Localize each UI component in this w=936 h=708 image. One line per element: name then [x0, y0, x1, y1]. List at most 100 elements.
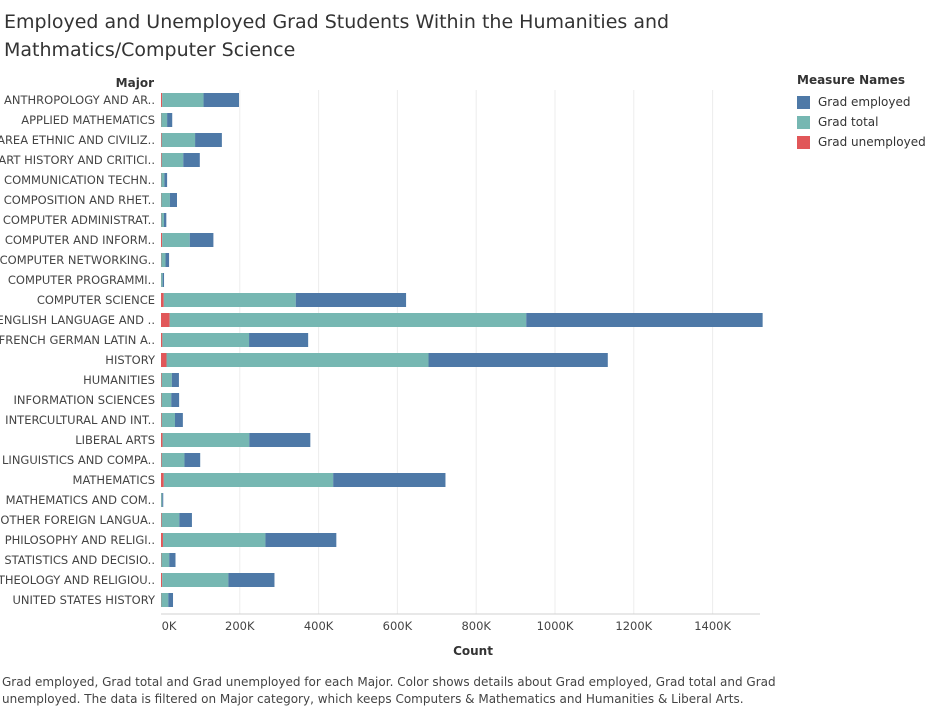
bar-grad-employed[interactable] [428, 353, 608, 367]
bar-grad-unemployed[interactable] [161, 293, 164, 307]
bar-grad-unemployed[interactable] [161, 153, 162, 167]
bar-grad-unemployed[interactable] [161, 353, 167, 367]
bar-grad-total[interactable] [163, 293, 296, 307]
bar-grad-employed[interactable] [179, 513, 192, 527]
bar-grad-total[interactable] [162, 573, 229, 587]
category-label: ANTHROPOLOGY AND AR.. [4, 93, 155, 107]
bar-grad-total[interactable] [161, 513, 180, 527]
bar-grad-employed[interactable] [169, 553, 176, 567]
bar-grad-unemployed[interactable] [161, 533, 163, 547]
bar-grad-employed[interactable] [165, 253, 170, 267]
bar-grad-total[interactable] [161, 453, 185, 467]
x-tick-label: 800K [461, 619, 491, 633]
bar-grad-employed[interactable] [162, 273, 165, 287]
legend: Measure Names Grad employed Grad total G… [797, 73, 926, 152]
category-label: COMPUTER NETWORKING.. [0, 253, 155, 267]
bar-grad-total[interactable] [161, 113, 168, 127]
bar-grad-total[interactable] [161, 373, 172, 387]
bar-grad-employed[interactable] [195, 133, 222, 147]
bar-grad-total[interactable] [162, 93, 204, 107]
x-tick-label: 1400K [694, 619, 731, 633]
chart-title-line-1: Employed and Unemployed Grad Students Wi… [4, 11, 670, 33]
chart-title: Employed and Unemployed Grad Students Wi… [4, 8, 764, 64]
bar-grad-employed[interactable] [184, 453, 201, 467]
category-label: INTERCULTURAL AND INT.. [5, 413, 155, 427]
x-tick-label: 1000K [537, 619, 574, 633]
bar-grad-unemployed[interactable] [161, 453, 162, 467]
legend-item-grad-employed[interactable]: Grad employed [797, 92, 926, 112]
category-label: MATHEMATICS [73, 473, 155, 487]
bar-grad-unemployed[interactable] [161, 433, 163, 447]
bar-grad-employed[interactable] [295, 293, 407, 307]
x-axis-title: Count [453, 644, 493, 658]
x-tick-label: 1200K [615, 619, 652, 633]
bar-grad-unemployed[interactable] [161, 473, 164, 487]
bar-grad-employed[interactable] [167, 113, 173, 127]
bar-grad-total[interactable] [162, 333, 250, 347]
bar-grad-unemployed[interactable] [161, 233, 163, 247]
x-tick-label: 600K [383, 619, 413, 633]
bar-grad-total[interactable] [169, 313, 527, 327]
bar-grad-employed[interactable] [164, 173, 168, 187]
category-label: AREA ETHNIC AND CIVILIZ.. [0, 133, 155, 147]
bar-grad-employed[interactable] [162, 493, 164, 507]
category-label: INFORMATION SCIENCES [14, 393, 155, 407]
bar-grad-total[interactable] [162, 233, 190, 247]
bar-grad-total[interactable] [161, 493, 163, 507]
category-label: LIBERAL ARTS [75, 433, 155, 447]
bar-grad-total[interactable] [161, 253, 166, 267]
bar-grad-unemployed[interactable] [161, 373, 162, 387]
bar-grad-employed[interactable] [171, 373, 179, 387]
bar-grad-total[interactable] [162, 533, 266, 547]
bar-grad-unemployed[interactable] [161, 93, 163, 107]
bar-grad-total[interactable] [161, 213, 164, 227]
bar-grad-unemployed[interactable] [161, 513, 162, 527]
category-label: COMPOSITION AND RHET.. [4, 193, 155, 207]
bar-grad-employed[interactable] [526, 313, 763, 327]
category-label: APPLIED MATHEMATICS [21, 113, 155, 127]
bar-grad-total[interactable] [161, 153, 184, 167]
category-label: COMPUTER ADMINISTRAT.. [3, 213, 155, 227]
legend-item-grad-total[interactable]: Grad total [797, 112, 926, 132]
bar-grad-total[interactable] [161, 413, 175, 427]
bar-grad-total[interactable] [161, 393, 172, 407]
bar-grad-unemployed[interactable] [161, 573, 163, 587]
bar-grad-employed[interactable] [228, 573, 275, 587]
bar-grad-employed[interactable] [249, 333, 309, 347]
bar-grad-employed[interactable] [163, 213, 167, 227]
bar-grad-employed[interactable] [203, 93, 240, 107]
legend-title: Measure Names [797, 73, 906, 87]
category-label: FRENCH GERMAN LATIN A.. [0, 333, 155, 347]
bar-grad-total[interactable] [161, 593, 169, 607]
category-label: COMPUTER SCIENCE [37, 293, 155, 307]
bar-grad-total[interactable] [161, 553, 170, 567]
bar-grad-employed[interactable] [168, 593, 174, 607]
bar-grad-employed[interactable] [249, 433, 311, 447]
bar-grad-total[interactable] [161, 193, 170, 207]
category-label: COMPUTER AND INFORM.. [5, 233, 155, 247]
bar-grad-unemployed[interactable] [161, 413, 162, 427]
legend-item-grad-unemployed[interactable]: Grad unemployed [797, 132, 926, 152]
bar-grad-employed[interactable] [171, 393, 180, 407]
category-label: HUMANITIES [83, 373, 155, 387]
bar-grad-employed[interactable] [265, 533, 337, 547]
bar-grad-employed[interactable] [183, 153, 200, 167]
bar-grad-employed[interactable] [174, 413, 183, 427]
bar-grad-employed[interactable] [333, 473, 446, 487]
chart-caption: Grad employed, Grad total and Grad unemp… [2, 674, 782, 708]
bar-grad-unemployed[interactable] [161, 313, 170, 327]
bar-grad-unemployed[interactable] [161, 333, 163, 347]
bar-grad-total[interactable] [166, 353, 429, 367]
bar-grad-total[interactable] [161, 173, 165, 187]
bar-grad-employed[interactable] [169, 193, 177, 207]
bar-grad-unemployed[interactable] [161, 133, 162, 147]
bar-grad-total[interactable] [162, 433, 250, 447]
caption-line-2: unemployed. The data is filtered on Majo… [2, 692, 744, 706]
legend-swatch-grad-employed [797, 95, 810, 109]
bar-grad-employed[interactable] [189, 233, 214, 247]
x-tick-label: 400K [304, 619, 334, 633]
bar-grad-total[interactable] [161, 133, 196, 147]
category-label: ENGLISH LANGUAGE AND .. [0, 313, 155, 327]
bar-grad-total[interactable] [161, 273, 163, 287]
bar-grad-total[interactable] [163, 473, 334, 487]
